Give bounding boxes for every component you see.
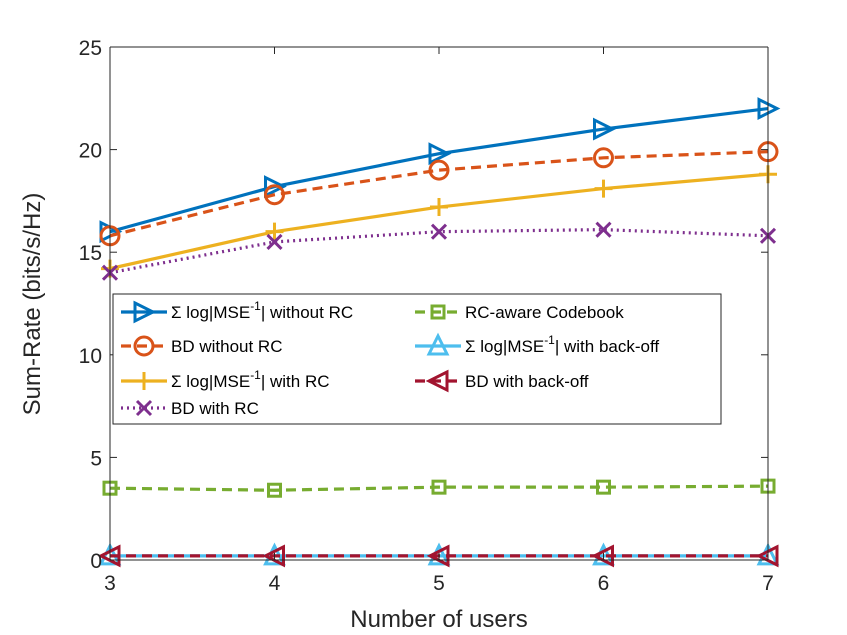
legend-entry-1: Σ log|MSE-1| without RC: [121, 299, 353, 324]
legend-marker: [135, 372, 153, 390]
legend-entry-5: RC-aware Codebook: [415, 303, 624, 322]
legend-label: RC-aware Codebook: [465, 303, 624, 322]
data-point-2-2: [264, 184, 285, 206]
data-point-5-3: [431, 479, 447, 495]
series-line-5: [109, 484, 769, 492]
y-tick-label: 5: [90, 447, 102, 470]
x-tick-label: 5: [433, 572, 445, 595]
data-point-3-3: [430, 198, 448, 217]
y-tick-label: 20: [79, 140, 102, 163]
data-point-4-3: [430, 223, 448, 240]
legend-label: Σ log|MSE-1| with back-off: [465, 333, 659, 356]
y-axis-label: Sum-Rate (bits/s/Hz): [19, 193, 46, 416]
data-point-4-4: [595, 221, 612, 238]
data-point-2-3: [428, 159, 450, 181]
legend-box: [112, 293, 722, 425]
legend-marker: [426, 332, 450, 356]
legend-marker: [133, 300, 157, 324]
legend-marker: [135, 399, 153, 417]
y-tick-label: 10: [79, 345, 102, 368]
data-point-1-3: [428, 142, 452, 166]
legend-entry-4: BD with RC: [121, 399, 259, 418]
legend-marker: [425, 369, 449, 393]
series-line-1: [109, 106, 769, 234]
data-point-5-4: [596, 479, 611, 495]
legend-label: Σ log|MSE-1| without RC: [171, 299, 353, 322]
legend-marker: [430, 304, 446, 320]
x-tick-label: 3: [104, 572, 116, 595]
legend: Σ log|MSE-1| without RC BD without RC Σ lo…: [112, 293, 722, 425]
ticks-layer: 3 4 5 6 7 0 5 10 15 20 25: [79, 37, 774, 595]
y-tick-label: 0: [90, 550, 102, 573]
y-tick-label: 15: [79, 242, 102, 265]
data-point-4-2: [266, 233, 283, 251]
legend-label: BD with RC: [171, 399, 259, 418]
data-point-1-4: [593, 117, 616, 141]
data-point-3-4: [594, 179, 613, 198]
x-tick-label: 6: [598, 572, 610, 595]
y-tick-label: 25: [79, 37, 102, 60]
legend-label: BD without RC: [171, 337, 282, 356]
series-line-2: [109, 150, 769, 238]
legend-marker: [133, 335, 155, 357]
data-point-3-2: [265, 222, 284, 241]
legend-label: BD with back-off: [465, 372, 589, 391]
legend-entry-2: BD without RC: [121, 335, 282, 357]
data-point-5-2: [267, 482, 282, 498]
data-point-2-4: [593, 147, 614, 169]
x-tick-label: 4: [269, 572, 281, 595]
x-tick-label: 7: [762, 572, 774, 595]
legend-label: Σ log|MSE-1| with RC: [171, 368, 330, 391]
legend-entry-6: Σ log|MSE-1| with back-off: [415, 332, 659, 356]
legend-entry-7: BD with back-off: [415, 369, 589, 393]
x-axis-label: Number of users: [350, 606, 527, 633]
legend-entry-3: Σ log|MSE-1| with RC: [121, 368, 330, 391]
data-point-1-2: [264, 175, 287, 198]
